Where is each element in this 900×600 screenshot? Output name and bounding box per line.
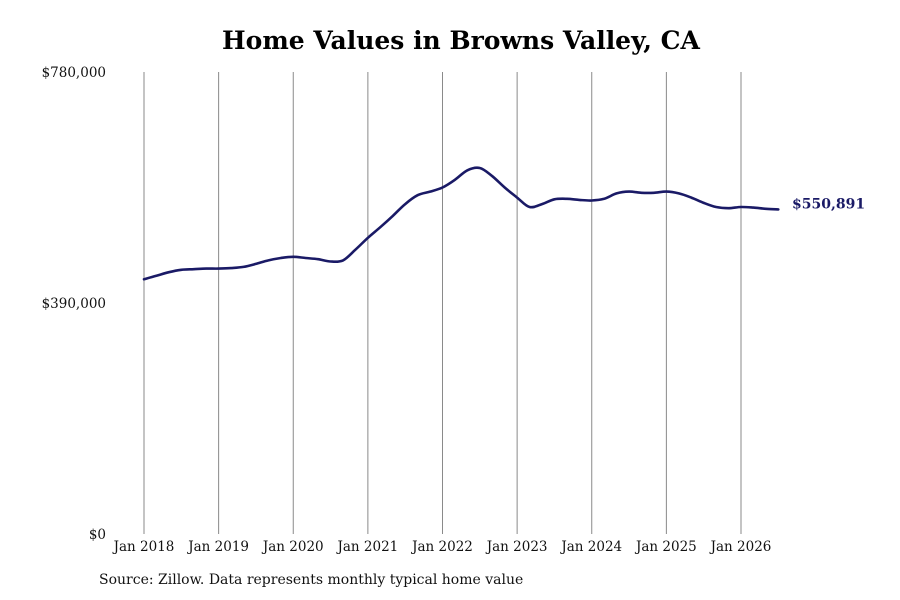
x-tick-label: Jan 2018 [112, 539, 175, 555]
x-tick-label: Jan 2020 [261, 539, 324, 555]
grid-lines [143, 72, 742, 534]
y-axis-tick-labels: $0 $390,000 $780,000 [42, 65, 106, 543]
end-label-layer: $550,891 [792, 196, 865, 212]
x-tick-label: Jan 2023 [485, 539, 548, 555]
y-tick-label: $780,000 [42, 65, 106, 81]
source-note: Source: Zillow. Data represents monthly … [99, 572, 524, 588]
x-tick-label: Jan 2021 [335, 539, 398, 555]
x-tick-label: Jan 2022 [410, 539, 473, 555]
chart-title: Home Values in Browns Valley, CA [222, 26, 700, 55]
series-layer [142, 166, 780, 281]
x-tick-label: Jan 2019 [186, 539, 249, 555]
y-tick-label: $0 [89, 527, 106, 543]
end-value-label: $550,891 [792, 196, 865, 212]
x-axis-tick-labels: Jan 2018 Jan 2019 Jan 2020 Jan 2021 Jan 2022… [112, 539, 772, 555]
x-tick-label: Jan 2026 [709, 539, 772, 555]
x-tick-label: Jan 2024 [559, 539, 622, 555]
y-tick-label: $390,000 [42, 296, 106, 312]
series-line [142, 166, 780, 281]
x-tick-label: Jan 2025 [634, 539, 697, 555]
